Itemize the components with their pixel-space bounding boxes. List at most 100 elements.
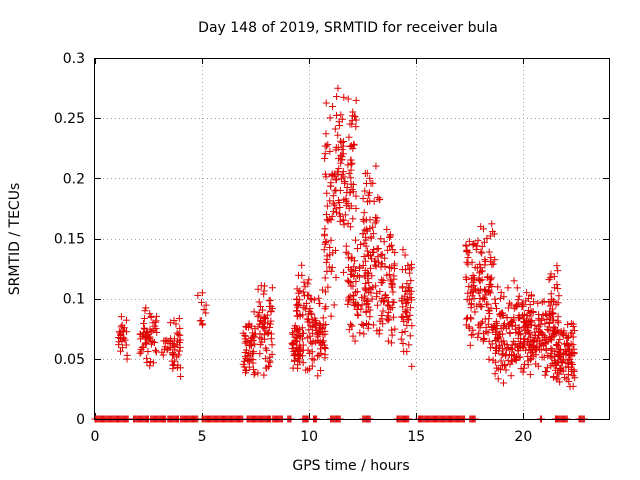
data-point: [374, 244, 382, 252]
data-point: [484, 300, 492, 308]
data-point: [350, 273, 358, 281]
data-point: [476, 260, 484, 268]
data-point: [361, 170, 369, 178]
data-point: [547, 290, 555, 298]
data-point: [372, 262, 380, 270]
data-point: [149, 359, 157, 367]
data-point: [298, 271, 306, 279]
data-point: [383, 225, 391, 233]
data-point: [546, 302, 554, 310]
data-point: [362, 179, 370, 187]
data-point: [361, 257, 369, 265]
data-point: [344, 161, 352, 169]
data-point: [478, 318, 486, 326]
data-point: [495, 347, 503, 355]
data-point: [565, 377, 573, 385]
data-point: [369, 321, 377, 329]
data-point: [401, 251, 409, 259]
data-point: [340, 196, 348, 204]
data-point: [462, 321, 470, 329]
data-point: [373, 289, 381, 297]
data-point: [117, 331, 125, 339]
x-tick-label: 20: [514, 429, 532, 445]
data-point: [485, 248, 493, 256]
data-point: [352, 236, 360, 244]
data-point: [250, 348, 258, 356]
data-point: [176, 343, 184, 351]
data-point: [498, 351, 506, 359]
data-point: [484, 329, 492, 337]
data-point: [202, 309, 210, 317]
data-point: [166, 319, 174, 327]
data-point: [332, 273, 340, 281]
data-point: [403, 312, 411, 320]
data-point: [329, 192, 337, 200]
data-point: [359, 321, 367, 329]
data-point: [328, 264, 336, 272]
data-point: [510, 277, 518, 285]
data-point: [144, 347, 152, 355]
data-point: [385, 271, 393, 279]
data-point: [547, 297, 555, 305]
data-point: [118, 321, 126, 329]
data-point: [115, 341, 123, 349]
data-point: [361, 284, 369, 292]
data-point: [321, 305, 329, 313]
data-point: [529, 298, 537, 306]
y-tick-label: 0.3: [63, 51, 85, 67]
data-point: [462, 242, 470, 250]
data-point: [349, 332, 357, 340]
data-point: [288, 345, 296, 353]
data-point: [334, 144, 342, 152]
data-point: [485, 355, 493, 363]
data-point: [288, 329, 296, 337]
data-point: [254, 323, 262, 331]
data-point: [387, 264, 395, 272]
data-point: [244, 356, 252, 364]
data-point: [348, 267, 356, 275]
data-point: [321, 274, 329, 282]
data-point: [526, 371, 534, 379]
data-point: [347, 282, 355, 290]
data-point: [464, 260, 472, 268]
data-point: [344, 263, 352, 271]
data-point: [384, 337, 392, 345]
data-point: [408, 322, 416, 330]
data-point: [513, 301, 521, 309]
data-point: [403, 299, 411, 307]
data-point: [314, 372, 322, 380]
data-point: [465, 324, 473, 332]
data-point: [526, 301, 534, 309]
data-point: [474, 237, 482, 245]
data-point: [342, 242, 350, 250]
data-point: [480, 294, 488, 302]
data-point: [543, 364, 551, 372]
data-point: [378, 295, 386, 303]
data-point: [345, 133, 353, 141]
data-point: [326, 147, 334, 155]
data-point: [202, 301, 210, 309]
data-point: [492, 319, 500, 327]
data-point: [467, 331, 475, 339]
data-point: [315, 351, 323, 359]
data-point: [322, 238, 330, 246]
data-point: [356, 264, 364, 272]
data-point: [475, 329, 483, 337]
data-point: [250, 308, 258, 316]
data-point: [261, 282, 269, 290]
data-point: [399, 246, 407, 254]
data-point: [300, 304, 308, 312]
data-point: [298, 352, 306, 360]
data-point: [398, 297, 406, 305]
data-point: [494, 283, 502, 291]
data-point: [149, 326, 157, 334]
data-point: [317, 367, 325, 375]
data-point: [560, 340, 568, 348]
data-point: [506, 320, 514, 328]
data-point: [486, 289, 494, 297]
data-point: [354, 312, 362, 320]
data-point: [466, 341, 474, 349]
data-point: [338, 156, 346, 164]
data-point: [322, 130, 330, 138]
